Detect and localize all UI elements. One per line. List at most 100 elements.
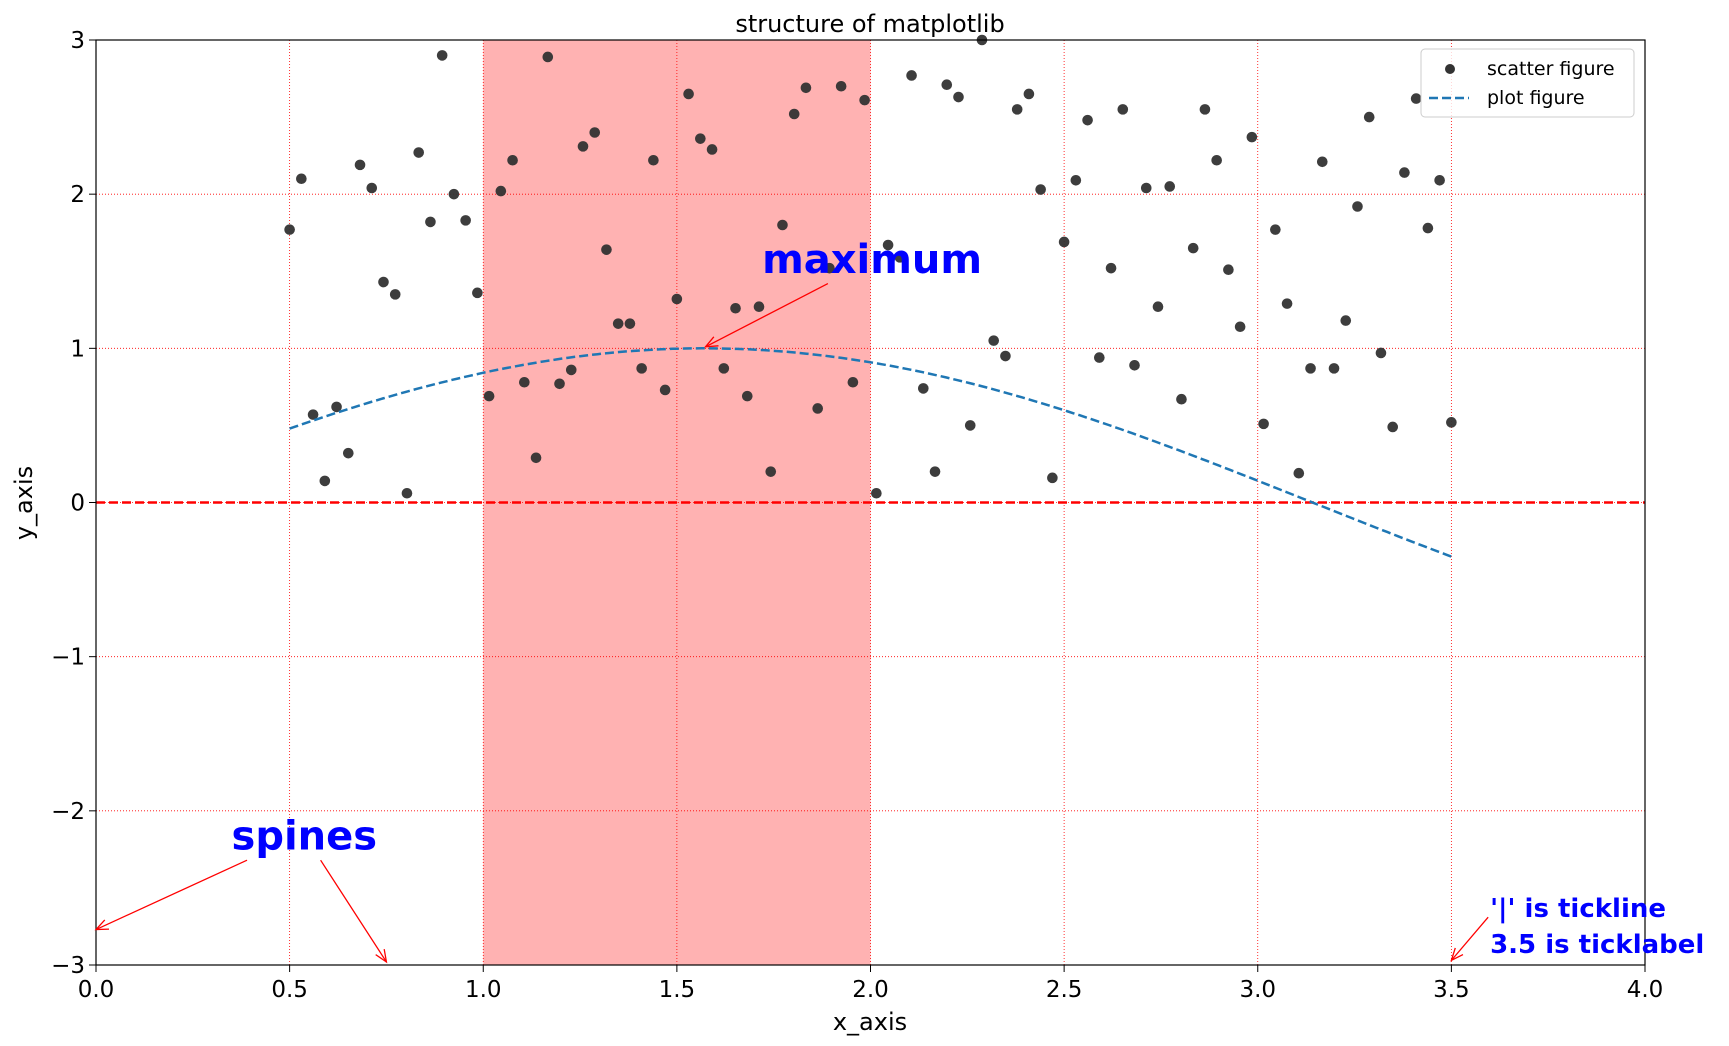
scatter-point [859, 94, 870, 106]
scatter-point [425, 216, 436, 228]
legend: scatter figure plot figure [1420, 48, 1635, 118]
scatter-point [1223, 264, 1234, 276]
spines-arrow-head [94, 919, 110, 931]
scatter-point [1047, 472, 1058, 484]
scatter-point [1375, 347, 1387, 359]
scatter-point [601, 244, 612, 255]
maximum-annotation: maximum [762, 237, 982, 283]
scatter-point [495, 185, 507, 197]
scatter-point [929, 466, 941, 477]
y-tick-label: 3 [70, 28, 85, 54]
scatter-point [788, 108, 800, 120]
scatter-point [1199, 104, 1211, 115]
scatter-point [1340, 315, 1352, 326]
scatter-point [624, 318, 636, 329]
y-tick-label: −2 [51, 799, 85, 825]
scatter-point [671, 293, 683, 305]
scatter-point [1023, 88, 1035, 100]
ticklabel-annotation: 3.5 is ticklabel [1490, 930, 1704, 960]
scatter-point [1129, 359, 1140, 371]
scatter-point [413, 147, 425, 158]
scatter-point [988, 335, 1000, 346]
scatter-point [706, 144, 718, 155]
scatter-point [1234, 321, 1246, 333]
spines-arrow-head [375, 949, 388, 964]
scatter-point [342, 447, 354, 459]
scatter-point [882, 239, 894, 251]
scatter-point [894, 252, 906, 263]
scatter-point [718, 363, 730, 374]
scatter-point [1105, 262, 1117, 274]
scatter-point [1293, 467, 1305, 479]
maximum-arrow-head [704, 336, 719, 348]
scatter-point [530, 452, 542, 464]
scatter-point [319, 475, 331, 487]
scatter-point [401, 487, 413, 499]
scatter-point [307, 409, 319, 420]
scatter-point [1211, 154, 1222, 166]
scatter-point [1399, 167, 1410, 178]
scatter-point [800, 82, 812, 94]
x-tick-label: 3.0 [1239, 977, 1276, 1003]
scatter-point [1270, 224, 1281, 235]
scatter-point [636, 363, 647, 374]
scatter-point [577, 141, 589, 152]
scatter-point [1328, 363, 1340, 374]
scatter-point [648, 154, 659, 166]
y-tick-label: 1 [70, 336, 85, 362]
scatter-point [1011, 104, 1023, 115]
scatter-point [565, 364, 577, 376]
tickline-annotation: '|' is tickline [1490, 894, 1666, 924]
legend-frame [1420, 48, 1635, 118]
x-tick-label: 4.0 [1627, 977, 1664, 1003]
scatter-point [366, 182, 378, 194]
tickline-arrow [1450, 916, 1489, 961]
scatter-point [1422, 222, 1434, 234]
scatter-point [1305, 363, 1316, 374]
scatter-point [1281, 298, 1293, 309]
y-tick-label: −3 [51, 953, 85, 979]
scatter-point [1176, 393, 1187, 405]
scatter-point [1152, 301, 1164, 313]
scatter-point [472, 287, 483, 299]
chart-title: structure of matplotlib [735, 10, 1004, 38]
scatter-point [1000, 350, 1011, 362]
maximum-arrow [705, 283, 829, 348]
scatter-point [1070, 174, 1082, 186]
scatter-point [964, 420, 976, 431]
scatter-point [284, 224, 295, 235]
scatter-point [730, 302, 741, 314]
scatter-point [507, 154, 518, 166]
y-axis-label: y_axis [10, 466, 38, 540]
scatter-point [460, 215, 471, 226]
scatter-point [824, 262, 835, 274]
legend-label-plot: plot figure [1487, 87, 1585, 109]
x-tick-label: 0.0 [78, 977, 115, 1003]
scatter-point [918, 383, 929, 394]
scatter-point [683, 88, 694, 100]
scatter-point [1410, 93, 1422, 104]
spines-arrow [95, 859, 248, 931]
x-tick-label: 2.0 [852, 977, 889, 1003]
x-tick-label: 1.5 [659, 977, 696, 1003]
x-tick-label: 1.0 [465, 977, 502, 1003]
scatter-point [612, 318, 624, 329]
scatter-point [1187, 242, 1199, 254]
scatter-point [1387, 421, 1399, 433]
y-tick-label: 0 [70, 491, 85, 517]
scatter-point [695, 133, 706, 144]
scatter-point [448, 188, 460, 200]
scatter-point [941, 79, 953, 91]
x-axis-label: x_axis [833, 1008, 907, 1036]
scatter-point [847, 376, 859, 388]
legend-scatter-marker [1445, 64, 1455, 74]
x-tick-label: 2.5 [1046, 977, 1083, 1003]
scatter-point [765, 466, 777, 477]
scatter-point [1094, 352, 1105, 363]
scatter-point [389, 289, 401, 300]
scatter-point [554, 378, 565, 390]
scatter-point [378, 276, 389, 288]
scatter-point [1446, 417, 1457, 428]
